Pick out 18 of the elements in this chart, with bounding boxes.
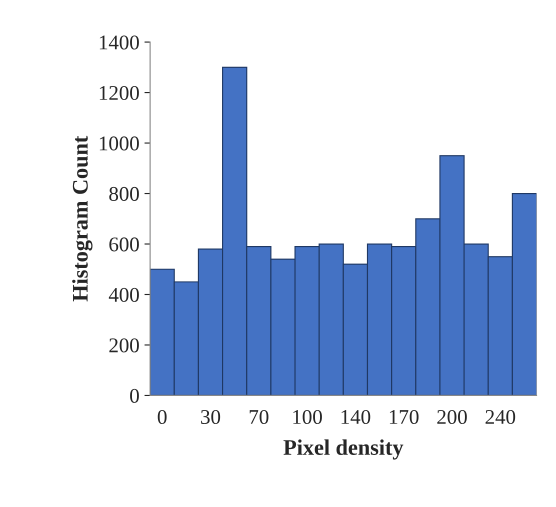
x-tick-label: 240 — [486, 410, 516, 424]
y-tick-label: 800 — [109, 186, 139, 201]
x-tick-label: 170 — [390, 410, 419, 424]
x-tick-label: 140 — [342, 410, 370, 424]
x-tick-label: 70 — [250, 410, 268, 424]
x-tick-label: 30 — [201, 410, 220, 424]
x-axis-title: Pixel density — [284, 439, 404, 460]
y-tick-label: 1000 — [100, 136, 139, 150]
y-tick-label: 0 — [130, 388, 139, 403]
x-tick-label: 0 — [158, 410, 167, 424]
y-tick-label: 600 — [109, 237, 139, 252]
y-tick-label: 1200 — [100, 86, 139, 100]
y-tick-label: 200 — [109, 338, 139, 352]
x-tick-label: 100 — [293, 410, 322, 424]
y-tick-label: 400 — [108, 288, 139, 302]
y-tick-label: 1400 — [100, 35, 139, 50]
x-tick-label: 200 — [437, 410, 467, 424]
y-axis-title: Histogram Count — [72, 136, 92, 302]
